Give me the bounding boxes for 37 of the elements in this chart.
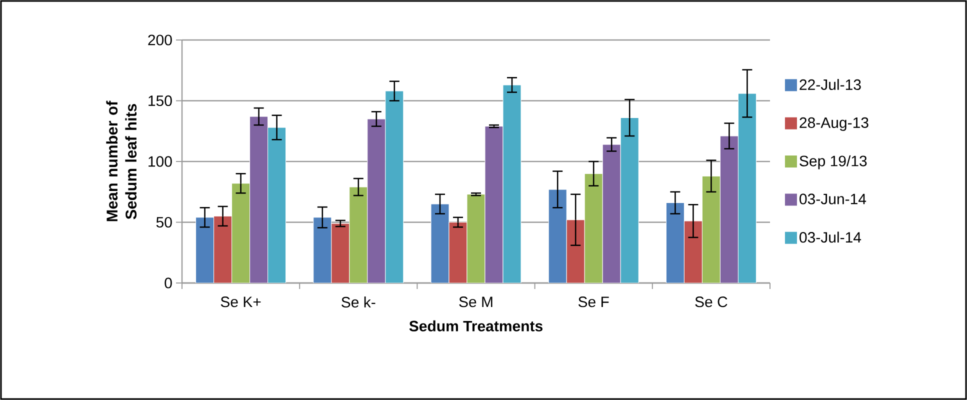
bar: [602, 144, 621, 283]
x-axis-title: Sedum Treatments: [409, 320, 542, 332]
y-tick-label: 200: [148, 34, 172, 46]
bar: [331, 223, 350, 283]
bar: [466, 194, 486, 283]
x-tick-label: Se k-: [342, 296, 376, 308]
legend-label: Sep 19/13: [800, 155, 867, 170]
x-tick-label: Se K+: [220, 296, 261, 308]
legend-label: 03-Jun-14: [800, 194, 866, 204]
y-axis-title: Mean number of Sedum leaf hits: [106, 100, 137, 222]
x-tick-label: Se F: [578, 296, 609, 308]
bar: [448, 222, 468, 283]
bar: [232, 183, 250, 283]
bar: [349, 186, 368, 283]
y-tick-label: 100: [148, 156, 172, 167]
bar: [720, 136, 738, 283]
bar: [196, 217, 214, 283]
bar: [684, 220, 702, 283]
bar: [250, 116, 268, 283]
bar: [666, 202, 684, 283]
bar: [214, 216, 232, 283]
bar: [584, 173, 603, 283]
bar: [702, 176, 720, 283]
bar: [484, 126, 504, 283]
legend-label: 28-Aug-13: [800, 117, 868, 131]
x-tick-label: Se C: [695, 296, 728, 308]
bar: [566, 220, 585, 283]
bar: [430, 204, 450, 283]
legend-label: 22-Jul-13: [800, 78, 861, 90]
y-tick-label: 150: [148, 95, 172, 106]
y-tick-label: 0: [164, 278, 172, 288]
bar: [313, 217, 332, 283]
x-tick-label: Se M: [459, 296, 492, 308]
bar: [548, 189, 567, 283]
y-tick-label: 50: [156, 216, 172, 228]
bar: [367, 118, 386, 283]
legend-label: 03-Jul-14: [800, 232, 862, 243]
